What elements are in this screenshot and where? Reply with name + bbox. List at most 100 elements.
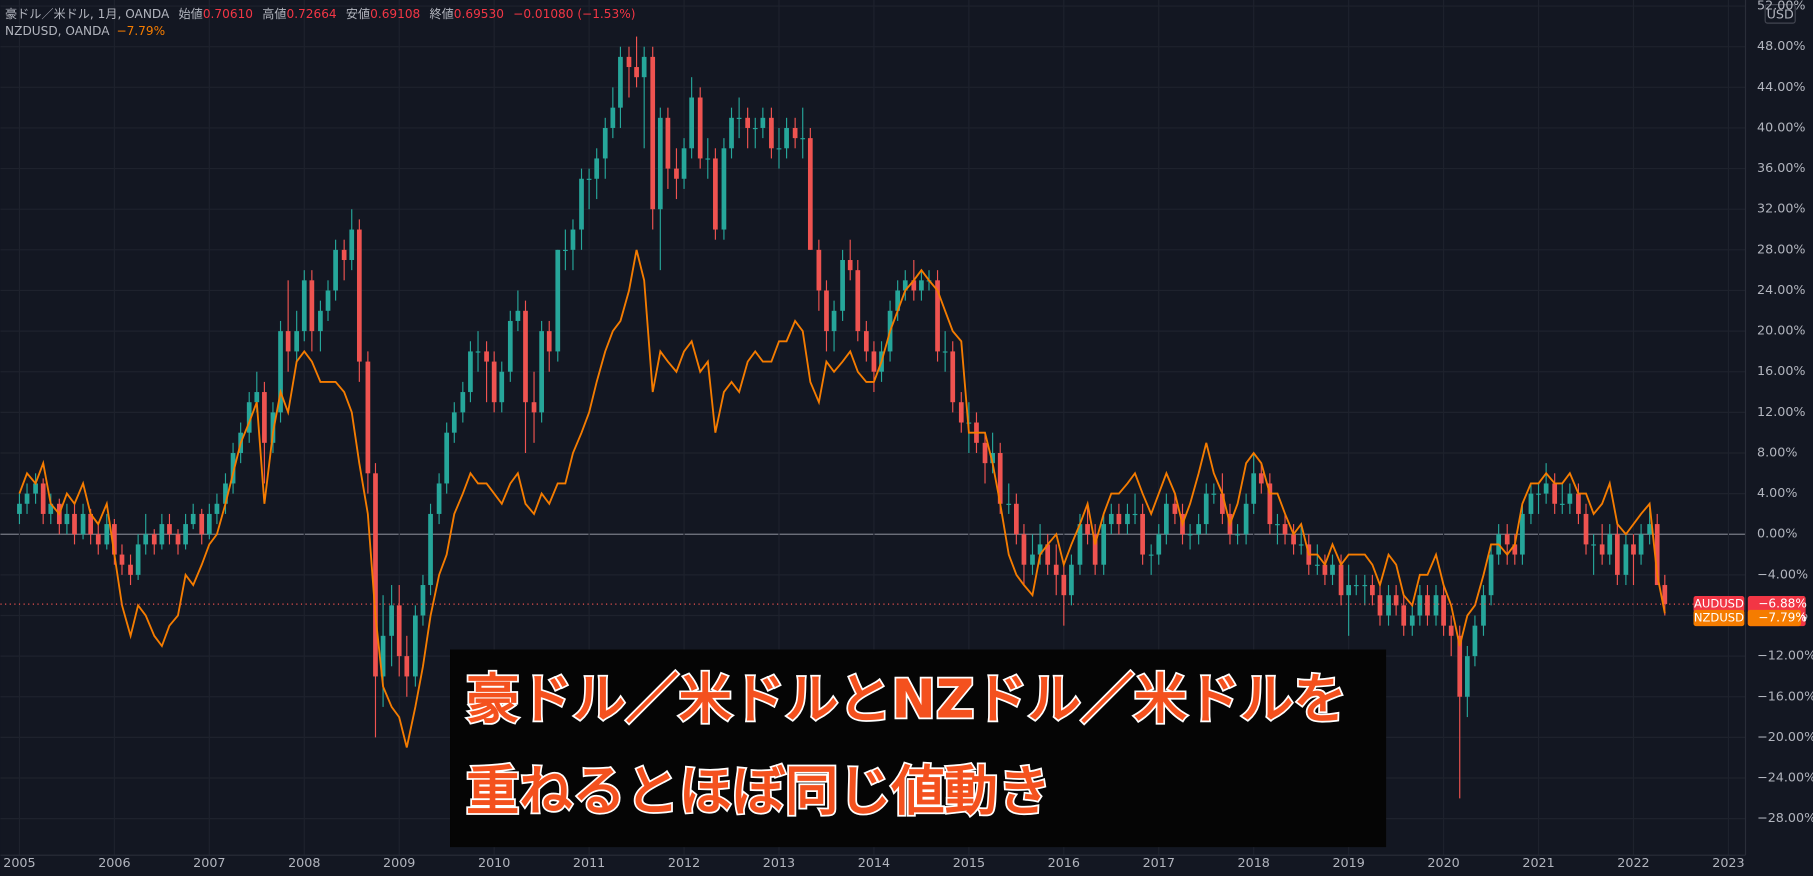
candle-body [657, 117, 663, 210]
candle-body [784, 127, 789, 149]
candle-body [1330, 564, 1335, 575]
candle-body [175, 534, 181, 545]
candle-body [942, 351, 948, 353]
currency-box[interactable] [1764, 4, 1796, 24]
x-tick-label: 2016 [1048, 855, 1080, 870]
candle-body [389, 605, 394, 636]
candle-body [1187, 534, 1193, 536]
candle-body [1116, 513, 1122, 525]
candle-body [1464, 656, 1470, 697]
candle-body [752, 127, 758, 130]
candle-body [1591, 544, 1596, 546]
y-tick-label: 44.00% [1757, 79, 1805, 94]
candle-body [792, 127, 798, 139]
candle-body [135, 544, 141, 575]
candle-body [1132, 513, 1138, 516]
candle-body [199, 513, 205, 535]
candle-body [1322, 564, 1328, 575]
plot [0, 36, 1746, 799]
y-tick-label: 36.00% [1757, 160, 1805, 175]
candle-body [1069, 564, 1074, 596]
candle-body [1235, 534, 1240, 536]
candle-body [1662, 585, 1668, 605]
candle-body [570, 229, 576, 250]
legend-field-value: 0.69530 [454, 6, 504, 20]
candle-body [17, 503, 22, 514]
candle-body [396, 605, 402, 657]
price-tag [1747, 609, 1801, 627]
candle-body [373, 473, 378, 677]
candle-body [1386, 595, 1391, 616]
candle-body [689, 97, 694, 149]
candle-body [871, 351, 877, 372]
candle-body [80, 513, 86, 535]
x-tick-label: 2007 [193, 855, 225, 870]
annotation-line: 重ねるとほぼ同じ値動き [466, 761, 1051, 823]
candle-body [1164, 503, 1169, 535]
candle-body [1258, 473, 1264, 484]
x-tick-label: 2009 [383, 855, 415, 870]
candle-body [1552, 483, 1558, 504]
candle-body [736, 117, 742, 119]
candle-body [1282, 524, 1288, 535]
candle-body [72, 513, 77, 535]
candle-body [309, 280, 315, 332]
candle-body [24, 493, 30, 504]
candle-body [1037, 544, 1043, 555]
y-tick-label: 24.00% [1757, 282, 1805, 297]
candle-body [911, 280, 917, 291]
candle-body [1520, 513, 1525, 555]
candle-body [143, 534, 149, 545]
candle-body [1654, 524, 1660, 586]
candle-body [270, 412, 276, 443]
legend-line: 豪ドル／米ドル, 1月, OANDA 始値0.70610 高値0.72664 安値0.… [5, 5, 635, 20]
candle-body [95, 534, 101, 545]
candle-body [325, 290, 331, 311]
candle-body [1433, 595, 1439, 616]
candle-body [128, 564, 133, 575]
candle-body [1346, 585, 1352, 596]
candle-body [88, 513, 94, 535]
candle-body [824, 290, 829, 332]
candle-body [1614, 534, 1620, 575]
candle-body [1125, 513, 1130, 525]
candle-body [294, 331, 300, 352]
candle-body [539, 331, 544, 413]
candle-body [800, 138, 806, 140]
candle-body [254, 392, 260, 403]
legend-line: NZDUSD, OANDA −7.79% [5, 24, 165, 38]
candle-body [444, 432, 450, 484]
x-tick-label: 2013 [763, 855, 795, 870]
candle-body [1607, 534, 1613, 555]
candle-body [460, 392, 466, 413]
candle-body [1211, 493, 1217, 495]
candle-body [1528, 493, 1534, 514]
candle-body [278, 331, 283, 413]
y-tick-label: 8.00% [1757, 444, 1797, 459]
candle-body [1576, 493, 1581, 514]
candle-body [1362, 585, 1368, 587]
candle-body [1172, 503, 1178, 514]
candle-body [665, 117, 671, 169]
candle-body [990, 452, 995, 464]
candle-body [1220, 493, 1225, 514]
legend-field-label: 始値 [179, 5, 203, 20]
candle-body [1243, 503, 1249, 535]
legend-field-label: 安値 [346, 5, 370, 20]
candle-body [531, 402, 537, 413]
y-tick-label: 28.00% [1757, 241, 1805, 256]
candle-body [1583, 513, 1589, 545]
candle-body [760, 117, 766, 128]
candle-body [1077, 524, 1083, 565]
candle-body [674, 168, 679, 179]
x-tick-label: 2011 [573, 855, 605, 870]
candle-body [1623, 544, 1629, 575]
candle-body [1647, 524, 1652, 535]
candle-body [1101, 524, 1107, 565]
x-tick-label: 2012 [668, 855, 700, 870]
y-tick-label: −24.00% [1757, 770, 1813, 785]
candle-body [1425, 595, 1430, 616]
candle-body [1085, 524, 1090, 535]
candle-body [745, 117, 751, 128]
